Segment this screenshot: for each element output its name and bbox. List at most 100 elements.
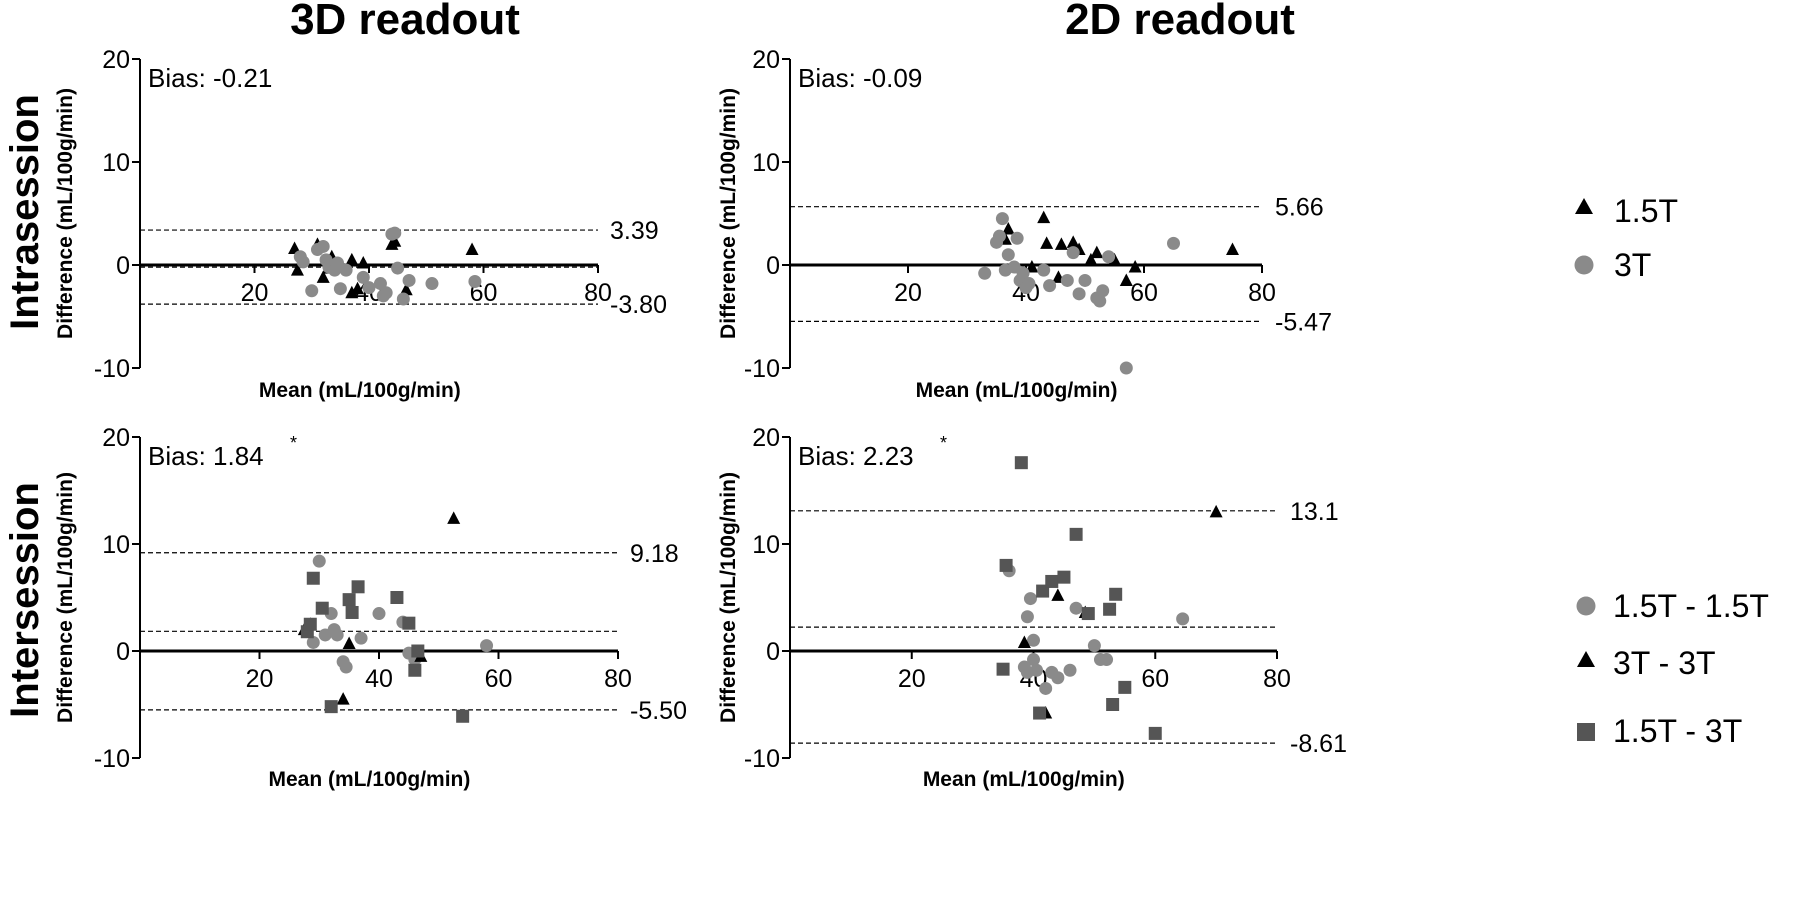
y-tick-label: 20 [752,46,780,74]
data-point-square [1148,726,1162,740]
data-point-square [390,591,404,604]
data-point-circle [1037,263,1051,277]
data-point-triangle [336,692,350,705]
data-point-square [351,580,365,594]
y-tick-label: 0 [116,638,130,666]
data-point-triangle [1226,242,1239,256]
y-tick-label: -10 [94,355,130,383]
limit-of-agreement-label: -5.50 [630,697,687,725]
x-tick-label: 60 [485,665,513,693]
data-point-triangle [447,511,461,524]
data-point-square [342,593,356,607]
x-tick-label: 20 [898,665,926,693]
y-tick-label: 10 [752,149,780,177]
bias-significance-star: * [940,433,947,453]
bias-text: Bias: -0.21 [148,63,272,93]
data-point-triangle [1209,504,1223,518]
x-tick-label: 80 [1263,665,1291,693]
y-tick-label: 10 [752,531,780,559]
data-point-square [324,700,338,714]
data-point-square [1081,607,1095,621]
data-point-triangle [1040,236,1054,249]
limit-of-agreement-label: -8.61 [1290,730,1347,758]
data-point-circle [305,284,319,298]
data-point-square [1069,527,1083,541]
data-point-triangle [388,234,402,247]
limit-of-agreement-label: 5.66 [1275,194,1324,222]
data-point-circle [1022,277,1036,291]
data-point-triangle [1017,635,1031,648]
limit-of-agreement-label: 3.39 [610,217,659,245]
data-point-circle [1016,266,1030,280]
data-point-circle [1066,246,1080,260]
data-point-circle [331,256,345,270]
data-point-triangle [345,285,359,299]
x-tick-label: 20 [246,665,274,693]
x-tick-label: 80 [1248,279,1276,307]
data-point-triangle [1066,235,1080,248]
data-point-circle [1069,601,1083,615]
limit-of-agreement-label: 13.1 [1290,498,1339,526]
y-tick-label: 10 [102,531,130,559]
y-tick-label: 20 [102,424,130,452]
x-axis-label: Mean (mL/100g/min) [269,768,471,791]
data-point-circle [995,212,1009,226]
y-tick-label: 20 [102,46,130,74]
data-point-circle [1020,610,1034,624]
data-point-circle [1023,592,1037,606]
data-point-circle [339,660,353,674]
chart-panel-inter-3d: -10 0 10 20 20 40 60 80 9.18 -5.50 Bias: 1.84 * Mean… [54,424,687,791]
legend-label-3t: 3T [1614,247,1651,283]
data-point-circle [396,292,410,306]
data-point-triangle [1054,237,1068,250]
data-point-circle [354,631,368,645]
row-title-intrasession: Intrasession [3,94,47,330]
data-point-square [1106,698,1120,711]
data-point-circle [1093,294,1107,308]
x-tick-label: 20 [894,279,922,307]
y-tick-label: 10 [102,149,130,177]
data-point-triangle [399,282,413,296]
data-point-circle [1051,671,1065,685]
data-point-triangle [1090,245,1104,259]
data-point-circle [362,281,376,295]
data-point-square [402,616,416,630]
data-point-square [1118,680,1132,694]
data-point-circle [330,628,344,642]
x-axis-label: Mean (mL/100g/min) [916,379,1118,402]
data-point-circle [1087,639,1101,653]
data-point-circle [425,277,439,291]
limit-of-agreement-label: 9.18 [630,540,679,568]
data-point-circle [1039,681,1053,695]
data-point-triangle [316,270,330,283]
panels-group: -10 0 10 20 20 40 60 80 3.39 -3.80 Bias: -0.21 Mean… [54,46,1347,791]
row-title-intersession: Intersession [3,482,47,718]
x-tick-label: 20 [241,279,269,307]
data-point-circle [402,273,416,287]
legend-label-1-5t-1-5t: 1.5T - 1.5T [1613,588,1769,624]
data-point-circle [1060,273,1074,287]
data-point-triangle [1051,588,1065,601]
data-point-triangle [465,242,479,256]
legend-marker-circle [1574,255,1594,275]
x-tick-label: 40 [365,665,393,693]
data-point-square [315,601,329,615]
data-point-triangle [342,636,356,650]
data-point-circle [1001,248,1015,262]
x-tick-label: 80 [584,279,612,307]
bias-text: Bias: 2.23 [798,441,914,471]
data-point-circle [306,635,320,649]
x-tick-label: 60 [1141,665,1169,693]
limit-of-agreement-label: -5.47 [1275,308,1332,336]
y-axis-label: Difference (mL/100g/min) [54,472,77,723]
data-point-circle [379,286,393,300]
data-point-circle [1027,633,1040,647]
data-point-circle [480,639,494,653]
data-point-square [345,605,359,619]
data-point-circle [1043,279,1057,293]
x-tick-label: 80 [604,665,632,693]
data-point-circle [1010,231,1024,245]
legend-label-1-5t: 1.5T [1614,193,1678,229]
data-point-triangle [1025,260,1039,273]
